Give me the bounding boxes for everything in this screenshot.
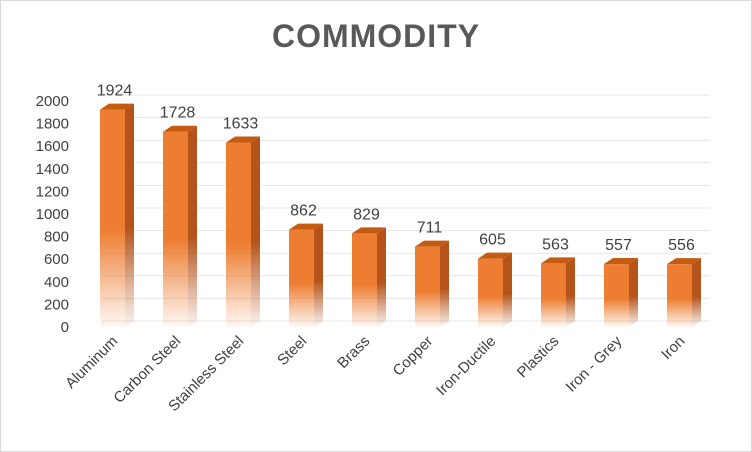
y-tick-label: 0 [61,319,69,336]
bar [163,131,188,327]
bar-side [503,252,512,327]
y-tick-label: 2000 [36,93,69,110]
category-label: Copper [390,333,437,380]
bar-top [226,136,260,143]
bar-top [415,240,449,247]
data-label: 605 [479,232,506,249]
category-label: Iron-Ductile [433,333,499,399]
bar [478,258,503,327]
y-tick-label: 600 [44,251,69,268]
data-label: 711 [417,220,443,237]
data-label: 563 [542,236,569,253]
bar-side [125,103,134,327]
data-label: 1633 [223,115,259,132]
bar-top [100,103,134,110]
bar [541,263,566,327]
bar-side [440,240,449,327]
bar [352,233,377,327]
y-tick-label: 1000 [36,206,69,223]
bar-top [352,227,386,234]
bar-side [629,258,638,327]
bar-top [289,223,323,230]
bar-top [478,252,512,259]
category-label: Iron - Grey [563,332,626,395]
bar-side [251,136,260,327]
bar-side [377,227,386,327]
category-label: Iron [658,333,688,363]
data-label: 556 [668,237,695,254]
category-label: Brass [334,333,373,372]
data-label: 557 [605,237,632,254]
bar-top [667,258,701,265]
bar-side [566,257,575,327]
chart-title: COMMODITY [271,18,481,54]
y-tick-label: 1800 [36,116,69,133]
bar [604,264,629,327]
bar-top [163,125,197,132]
bar [415,246,440,327]
y-tick-label: 800 [44,229,69,246]
category-label: Steel [274,333,310,369]
y-tick-label: 1400 [36,161,69,178]
bar-side [692,258,701,327]
y-tick-label: 400 [44,274,69,291]
y-tick-label: 1200 [36,183,69,200]
data-label: 862 [290,203,317,220]
data-label: 1924 [97,83,133,100]
bar [289,229,314,327]
bar-top [604,258,638,265]
category-label: Aluminum [62,333,121,392]
bar-top [541,257,575,264]
bar [667,264,692,327]
data-label: 829 [353,206,380,223]
bar-side [314,223,323,327]
bar [226,142,251,327]
y-tick-label: 200 [44,296,69,313]
data-label: 1728 [160,105,196,122]
y-tick-label: 1600 [36,138,69,155]
bar-side [188,125,197,328]
category-label: Plastics [514,333,563,382]
bar [100,109,125,327]
